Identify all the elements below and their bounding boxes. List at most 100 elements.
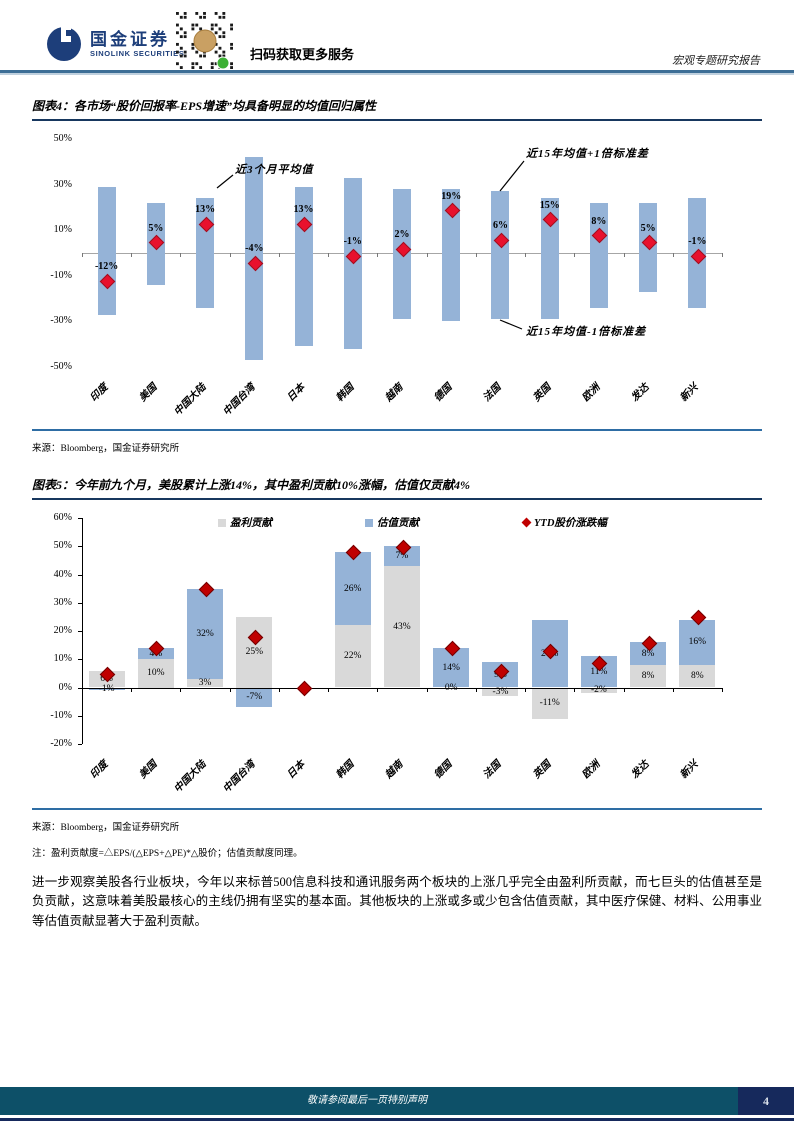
category-label: 新兴 <box>678 759 701 781</box>
ytd-diamond-icon <box>521 517 532 528</box>
figure4-plot-area: 近3个月平均值 近15年均值+1倍标准差 近15年均值-1倍标准差 -12% 5%… <box>82 139 723 367</box>
y-tick-label: 30% <box>53 596 72 608</box>
value-label: 32% <box>196 628 214 639</box>
page-number: 4 <box>738 1087 794 1115</box>
range-bar <box>589 202 608 308</box>
y-tick-label: -20% <box>50 738 72 749</box>
value-label: 8% <box>641 671 655 682</box>
axis-tick <box>623 687 625 692</box>
y-tick-label: 30% <box>53 178 72 190</box>
category-label: 德国 <box>432 382 455 404</box>
header-divider <box>0 70 794 75</box>
value-label: 26% <box>344 583 362 594</box>
sinolink-logo-icon <box>47 26 81 61</box>
axis-tick <box>78 546 82 548</box>
value-label: 22% <box>344 651 362 662</box>
page-footer: 敬请参阅最后一页特别声明 4 <box>0 1087 794 1115</box>
y-tick-label: -10% <box>50 269 72 281</box>
stacked-segment <box>187 588 224 680</box>
value-label: 5% <box>640 222 656 234</box>
value-label: -1% <box>343 236 362 248</box>
category-label: 韩国 <box>334 759 357 781</box>
figure5-bottom-rule <box>32 808 762 810</box>
stacked-segment <box>482 687 519 696</box>
axis-tick <box>722 253 723 257</box>
axis-tick <box>78 602 82 604</box>
zero-axis <box>82 687 722 689</box>
axis-tick <box>82 687 83 692</box>
axis-tick <box>78 631 82 632</box>
category-label: 法国 <box>481 759 504 781</box>
axis-tick <box>475 687 477 692</box>
range-bar <box>491 191 510 320</box>
value-label: 5% <box>148 222 164 234</box>
legend-item-profit: 盈利贡献 <box>218 515 272 530</box>
category-label: 中国台湾 <box>221 382 258 419</box>
figure4-title: 图表4：各市场“股价回报率-EPS增速”均具备明显的均值回归属性 <box>32 75 762 121</box>
legend-valuation-label: 估值贡献 <box>377 518 419 529</box>
stacked-segment <box>236 687 273 708</box>
category-label: 发达 <box>629 759 652 781</box>
figure5-plot-area: 盈利贡献 估值贡献 YTD股价涨跌幅 6%-1%10%4%3%32%25%-7%… <box>78 515 723 745</box>
figure5-title: 图表5：今年前九个月，美股累计上涨14%，其中盈利贡献10%涨幅，估值仅贡献4% <box>32 454 762 500</box>
axis-tick <box>672 253 674 257</box>
category-label: 越南 <box>383 382 406 404</box>
y-tick-label: 60% <box>53 512 72 523</box>
legend-profit-label: 盈利贡献 <box>230 518 272 529</box>
axis-tick <box>426 687 428 692</box>
value-label: -7% <box>246 692 263 703</box>
value-label: 3% <box>198 678 212 689</box>
valuation-swatch-icon <box>365 518 373 527</box>
logo-cn-text: 国金证券 <box>90 29 170 49</box>
value-label: 19% <box>441 190 462 202</box>
category-label: 发达 <box>629 382 652 404</box>
category-label: 日本 <box>284 759 307 781</box>
sinolink-logo: 国金证券 SINOLINK SECURITIES <box>46 26 184 62</box>
range-bar <box>540 198 559 320</box>
figure4-chart: 50% 30% 10% -10% -30% -50% 近3个月平均值 近15年均值+1倍标… <box>32 125 762 425</box>
figure-5: 图表5：今年前九个月，美股累计上涨14%，其中盈利贡献10%涨幅，估值仅贡献4%… <box>32 454 762 859</box>
value-label: 8% <box>641 648 655 659</box>
value-label: 6% <box>492 220 508 232</box>
category-label: 越南 <box>383 759 406 781</box>
qr-code-icon <box>176 12 234 70</box>
axis-tick <box>131 687 133 692</box>
category-label: 中国台湾 <box>221 759 258 796</box>
category-label: 英国 <box>531 382 553 404</box>
y-tick-label: 40% <box>53 568 72 580</box>
figure5-source: 来源：Bloomberg，国金证券研究所 <box>32 823 180 833</box>
value-label: 2% <box>394 229 410 241</box>
stacked-segment <box>679 619 716 665</box>
footer-underline <box>0 1118 794 1121</box>
axis-tick <box>78 744 82 745</box>
category-label: 韩国 <box>334 382 357 404</box>
y-tick-label: -30% <box>50 315 72 327</box>
qr-caption: 扫码获取更多服务 <box>250 47 355 62</box>
axis-tick <box>475 253 477 257</box>
axis-tick <box>278 253 280 257</box>
value-label: 13% <box>195 204 216 216</box>
category-label: 中国大陆 <box>172 382 209 419</box>
axis-tick <box>525 687 527 692</box>
axis-tick <box>525 253 527 257</box>
category-label: 英国 <box>531 759 553 781</box>
axis-tick <box>180 687 182 692</box>
value-label: 25% <box>245 647 264 658</box>
category-label: 日本 <box>284 382 307 404</box>
y-tick-label: -50% <box>50 361 72 372</box>
figure5-y-axis-labels: 60% 50% 40% 30% 20% 10% 0% -10% -20% <box>32 512 76 749</box>
axis-tick <box>278 687 280 692</box>
stacked-segment <box>88 687 125 691</box>
axis-tick <box>78 715 82 717</box>
page-header: 国金证券 SINOLINK SECURITIES 扫码获取更多服务 宏观专题研究… <box>0 0 794 75</box>
axis-tick <box>78 574 82 576</box>
value-label: 14% <box>442 662 460 673</box>
y-tick-label: 10% <box>53 653 72 665</box>
value-label: 16% <box>688 637 707 648</box>
stacked-segment <box>384 566 420 688</box>
category-label: 德国 <box>432 759 455 781</box>
y-tick-label: 20% <box>53 625 72 636</box>
value-label: -1% <box>688 236 707 248</box>
qr-pattern <box>176 12 233 70</box>
